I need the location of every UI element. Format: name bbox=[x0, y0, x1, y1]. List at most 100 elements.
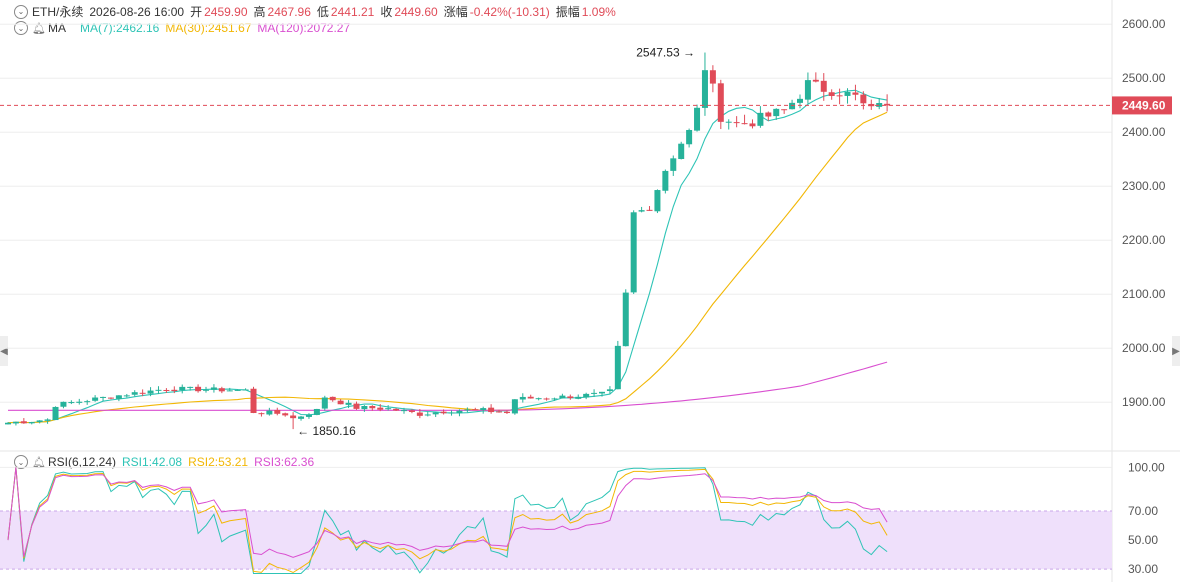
candle-body bbox=[250, 388, 257, 413]
candle-body bbox=[527, 396, 534, 399]
candle bbox=[36, 420, 43, 424]
rsi-line-rsi2 bbox=[7, 467, 888, 574]
candle-body bbox=[298, 416, 305, 419]
candle-body bbox=[448, 412, 455, 414]
candle-body bbox=[456, 410, 463, 414]
candle-body bbox=[789, 102, 796, 110]
candle bbox=[313, 408, 320, 416]
candle-body bbox=[678, 143, 685, 160]
rsi-tick-label: 30.00 bbox=[1128, 562, 1158, 576]
candle bbox=[424, 411, 431, 417]
candle-body bbox=[662, 170, 669, 191]
bell-icon[interactable]: 🔔︎ bbox=[32, 456, 46, 469]
candle-body bbox=[765, 112, 772, 117]
candle bbox=[709, 65, 716, 93]
candle bbox=[852, 84, 859, 101]
candle bbox=[115, 395, 122, 402]
candle bbox=[76, 398, 83, 405]
candle-body bbox=[305, 414, 312, 417]
candle bbox=[733, 116, 740, 128]
candle bbox=[218, 386, 225, 394]
candle-body bbox=[535, 398, 542, 400]
candle bbox=[694, 104, 701, 132]
candle-body bbox=[583, 393, 590, 398]
candle bbox=[535, 397, 542, 401]
candle bbox=[511, 399, 518, 415]
arrow-left-icon[interactable]: ◀ bbox=[0, 336, 8, 366]
y-tick-label: 1900.00 bbox=[1122, 395, 1166, 409]
y-tick-label: 2400.00 bbox=[1122, 125, 1166, 139]
candle-body bbox=[844, 91, 851, 96]
candle-body bbox=[84, 401, 91, 403]
candle bbox=[884, 94, 891, 112]
rsi2-label: RSI2:53.21 bbox=[188, 455, 249, 469]
candle-body bbox=[646, 209, 653, 211]
ma-lines bbox=[7, 89, 888, 424]
candle bbox=[131, 390, 138, 397]
rsi3-label: RSI3:62.36 bbox=[254, 455, 315, 469]
rsi-overbought-oversold-band bbox=[0, 511, 1112, 570]
candle-body bbox=[733, 122, 740, 124]
candle bbox=[266, 407, 273, 416]
candle bbox=[876, 97, 883, 110]
candle-body bbox=[519, 396, 526, 400]
candle-body bbox=[416, 412, 423, 416]
candle bbox=[559, 393, 566, 399]
candle-body bbox=[440, 411, 447, 414]
candle bbox=[290, 412, 297, 430]
min-price-annotation: ← 1850.16 bbox=[297, 424, 356, 438]
candle-body bbox=[694, 107, 701, 131]
low-label: 低 2441.21 bbox=[316, 5, 375, 19]
candle bbox=[781, 109, 788, 114]
candle bbox=[583, 392, 590, 400]
chevron-down-icon[interactable]: ⌄ bbox=[14, 455, 28, 469]
candle bbox=[258, 412, 265, 417]
candle bbox=[353, 401, 360, 410]
arrow-right-icon[interactable]: ▶ bbox=[1172, 336, 1180, 366]
candle bbox=[678, 141, 685, 160]
chevron-down-icon[interactable]: ⌄ bbox=[14, 4, 28, 19]
candle-body bbox=[622, 292, 629, 347]
candle-body bbox=[488, 407, 495, 413]
candle-body bbox=[599, 391, 605, 394]
candle bbox=[84, 399, 91, 405]
candle-body bbox=[123, 395, 130, 397]
bell-icon[interactable]: 🔔︎ bbox=[32, 22, 46, 35]
candle bbox=[345, 400, 352, 409]
candle-body bbox=[852, 92, 859, 95]
candle-body bbox=[424, 414, 431, 416]
rsi-lines bbox=[7, 467, 888, 574]
candle-body bbox=[361, 406, 368, 410]
candle bbox=[163, 388, 170, 393]
candle-body bbox=[781, 109, 788, 111]
candle bbox=[599, 391, 605, 397]
candle bbox=[171, 386, 178, 394]
candle bbox=[765, 111, 772, 121]
candle-body bbox=[131, 392, 138, 395]
candle-body bbox=[686, 129, 693, 145]
rsi-legend: ⌄ 🔔︎ RSI(6,12,24) RSI1:42.08 RSI2:53.21 … bbox=[14, 455, 320, 469]
candle bbox=[139, 389, 146, 397]
candle-body bbox=[107, 397, 114, 399]
rsi-axis: 30.00 50.00 70.00 100.00 bbox=[1128, 460, 1165, 576]
candle-body bbox=[12, 421, 19, 424]
candle bbox=[282, 412, 289, 417]
candle-body bbox=[266, 410, 273, 415]
candle-body bbox=[313, 408, 320, 415]
candle bbox=[519, 393, 526, 403]
candle-body bbox=[543, 398, 550, 400]
candle bbox=[305, 413, 312, 419]
candle-body bbox=[68, 402, 75, 404]
candle-body bbox=[820, 80, 827, 92]
candle-body bbox=[717, 83, 724, 122]
candle bbox=[670, 155, 677, 176]
candle bbox=[844, 88, 851, 104]
chevron-down-icon[interactable]: ⌄ bbox=[14, 21, 28, 35]
candle-body bbox=[385, 408, 392, 410]
candle-body bbox=[353, 403, 360, 409]
candle bbox=[836, 88, 843, 105]
candle-body bbox=[187, 386, 194, 388]
candle-body bbox=[480, 408, 487, 411]
